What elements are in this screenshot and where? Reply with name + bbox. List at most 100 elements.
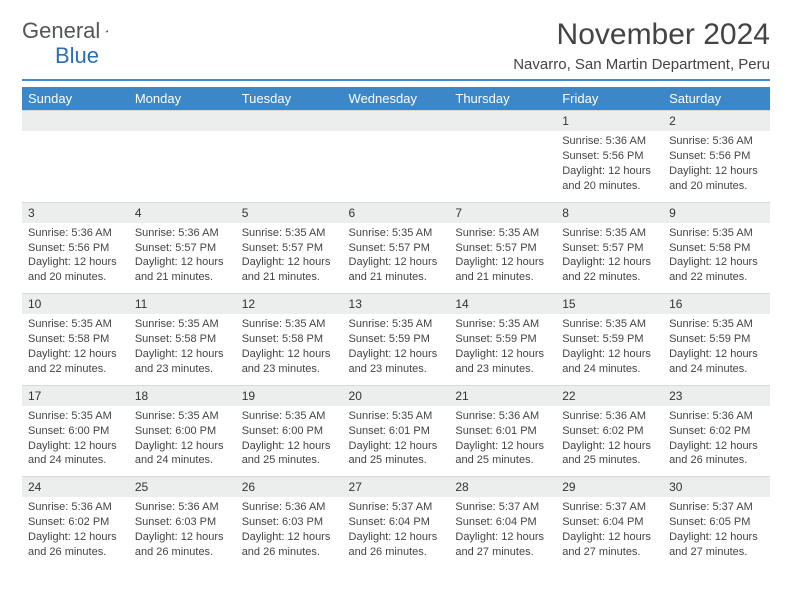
- day-number: 16: [663, 294, 770, 315]
- day-cell: Sunrise: 5:35 AMSunset: 5:58 PMDaylight:…: [663, 223, 770, 294]
- day2-text: and 22 minutes.: [28, 362, 123, 377]
- day1-text: Daylight: 12 hours: [669, 164, 764, 179]
- day-number: 6: [343, 202, 450, 223]
- day1-text: Daylight: 12 hours: [455, 439, 550, 454]
- sunset-text: Sunset: 5:59 PM: [349, 332, 444, 347]
- day-cell: Sunrise: 5:36 AMSunset: 5:56 PMDaylight:…: [663, 131, 770, 202]
- day1-text: Daylight: 12 hours: [669, 439, 764, 454]
- day-number: 9: [663, 202, 770, 223]
- day2-text: and 25 minutes.: [455, 453, 550, 468]
- logo-text-general: General: [22, 18, 100, 44]
- day1-text: Daylight: 12 hours: [28, 439, 123, 454]
- sunset-text: Sunset: 5:59 PM: [562, 332, 657, 347]
- day2-text: and 24 minutes.: [562, 362, 657, 377]
- day2-text: and 26 minutes.: [28, 545, 123, 560]
- day-number: 28: [449, 477, 556, 498]
- day-number: 21: [449, 385, 556, 406]
- sunset-text: Sunset: 5:58 PM: [28, 332, 123, 347]
- day1-text: Daylight: 12 hours: [562, 255, 657, 270]
- day1-text: Daylight: 12 hours: [562, 439, 657, 454]
- day1-text: Daylight: 12 hours: [135, 347, 230, 362]
- sunset-text: Sunset: 6:00 PM: [242, 424, 337, 439]
- day-cell: Sunrise: 5:35 AMSunset: 5:58 PMDaylight:…: [129, 314, 236, 385]
- day2-text: and 27 minutes.: [562, 545, 657, 560]
- day-cell: Sunrise: 5:35 AMSunset: 5:59 PMDaylight:…: [449, 314, 556, 385]
- day2-text: and 27 minutes.: [669, 545, 764, 560]
- dayhead-tue: Tuesday: [236, 87, 343, 111]
- sunset-text: Sunset: 5:58 PM: [242, 332, 337, 347]
- day1-text: Daylight: 12 hours: [242, 439, 337, 454]
- day-number: 30: [663, 477, 770, 498]
- sunrise-text: Sunrise: 5:36 AM: [28, 226, 123, 241]
- day-number: [236, 111, 343, 132]
- day1-text: Daylight: 12 hours: [242, 347, 337, 362]
- sunrise-text: Sunrise: 5:35 AM: [562, 317, 657, 332]
- dayhead-fri: Friday: [556, 87, 663, 111]
- sunset-text: Sunset: 5:56 PM: [28, 241, 123, 256]
- sunrise-text: Sunrise: 5:35 AM: [455, 226, 550, 241]
- day-cell: [129, 131, 236, 202]
- sunrise-text: Sunrise: 5:35 AM: [135, 317, 230, 332]
- sunrise-text: Sunrise: 5:36 AM: [28, 500, 123, 515]
- day-number: 4: [129, 202, 236, 223]
- day-number: 20: [343, 385, 450, 406]
- sunrise-text: Sunrise: 5:36 AM: [135, 226, 230, 241]
- day-cell: Sunrise: 5:35 AMSunset: 6:01 PMDaylight:…: [343, 406, 450, 477]
- day1-text: Daylight: 12 hours: [349, 255, 444, 270]
- day-header-row: Sunday Monday Tuesday Wednesday Thursday…: [22, 87, 770, 111]
- day-cell: Sunrise: 5:36 AMSunset: 5:57 PMDaylight:…: [129, 223, 236, 294]
- day-cell: Sunrise: 5:35 AMSunset: 6:00 PMDaylight:…: [236, 406, 343, 477]
- day1-text: Daylight: 12 hours: [562, 347, 657, 362]
- logo-triangle-icon: [105, 23, 108, 39]
- daynum-row: 24252627282930: [22, 477, 770, 498]
- sunrise-text: Sunrise: 5:35 AM: [28, 409, 123, 424]
- sunset-text: Sunset: 5:57 PM: [135, 241, 230, 256]
- day1-text: Daylight: 12 hours: [349, 439, 444, 454]
- day-cell: Sunrise: 5:35 AMSunset: 5:57 PMDaylight:…: [236, 223, 343, 294]
- sunrise-text: Sunrise: 5:35 AM: [562, 226, 657, 241]
- sunset-text: Sunset: 5:57 PM: [242, 241, 337, 256]
- day-cell: Sunrise: 5:36 AMSunset: 6:02 PMDaylight:…: [663, 406, 770, 477]
- day-cell: Sunrise: 5:35 AMSunset: 5:59 PMDaylight:…: [343, 314, 450, 385]
- sunset-text: Sunset: 6:02 PM: [669, 424, 764, 439]
- sunset-text: Sunset: 5:56 PM: [562, 149, 657, 164]
- day-cell: Sunrise: 5:36 AMSunset: 6:01 PMDaylight:…: [449, 406, 556, 477]
- dayhead-mon: Monday: [129, 87, 236, 111]
- sunset-text: Sunset: 6:01 PM: [349, 424, 444, 439]
- sunrise-text: Sunrise: 5:36 AM: [455, 409, 550, 424]
- day1-text: Daylight: 12 hours: [669, 255, 764, 270]
- day1-text: Daylight: 12 hours: [135, 255, 230, 270]
- day-cell: [236, 131, 343, 202]
- day1-text: Daylight: 12 hours: [349, 530, 444, 545]
- day-number: 19: [236, 385, 343, 406]
- day-number: 18: [129, 385, 236, 406]
- day2-text: and 21 minutes.: [135, 270, 230, 285]
- sunset-text: Sunset: 5:57 PM: [455, 241, 550, 256]
- day-cell: Sunrise: 5:36 AMSunset: 5:56 PMDaylight:…: [22, 223, 129, 294]
- day-number: [343, 111, 450, 132]
- day-number: 7: [449, 202, 556, 223]
- sunrise-text: Sunrise: 5:35 AM: [349, 226, 444, 241]
- day2-text: and 26 minutes.: [135, 545, 230, 560]
- calendar-table: Sunday Monday Tuesday Wednesday Thursday…: [22, 87, 770, 568]
- sunrise-text: Sunrise: 5:37 AM: [669, 500, 764, 515]
- logo-text-blue: Blue: [55, 43, 99, 69]
- day2-text: and 26 minutes.: [669, 453, 764, 468]
- day2-text: and 23 minutes.: [455, 362, 550, 377]
- dayhead-wed: Wednesday: [343, 87, 450, 111]
- day-number: 2: [663, 111, 770, 132]
- sunset-text: Sunset: 6:00 PM: [28, 424, 123, 439]
- day2-text: and 25 minutes.: [562, 453, 657, 468]
- day2-text: and 20 minutes.: [669, 179, 764, 194]
- sunset-text: Sunset: 5:58 PM: [135, 332, 230, 347]
- sunset-text: Sunset: 6:03 PM: [242, 515, 337, 530]
- sunrise-text: Sunrise: 5:35 AM: [242, 226, 337, 241]
- day2-text: and 23 minutes.: [349, 362, 444, 377]
- daynum-row: 10111213141516: [22, 294, 770, 315]
- day-cell: Sunrise: 5:35 AMSunset: 5:59 PMDaylight:…: [663, 314, 770, 385]
- day-number: 27: [343, 477, 450, 498]
- day1-text: Daylight: 12 hours: [455, 255, 550, 270]
- day-cell: Sunrise: 5:35 AMSunset: 5:58 PMDaylight:…: [236, 314, 343, 385]
- sunrise-text: Sunrise: 5:36 AM: [669, 134, 764, 149]
- day-number: 8: [556, 202, 663, 223]
